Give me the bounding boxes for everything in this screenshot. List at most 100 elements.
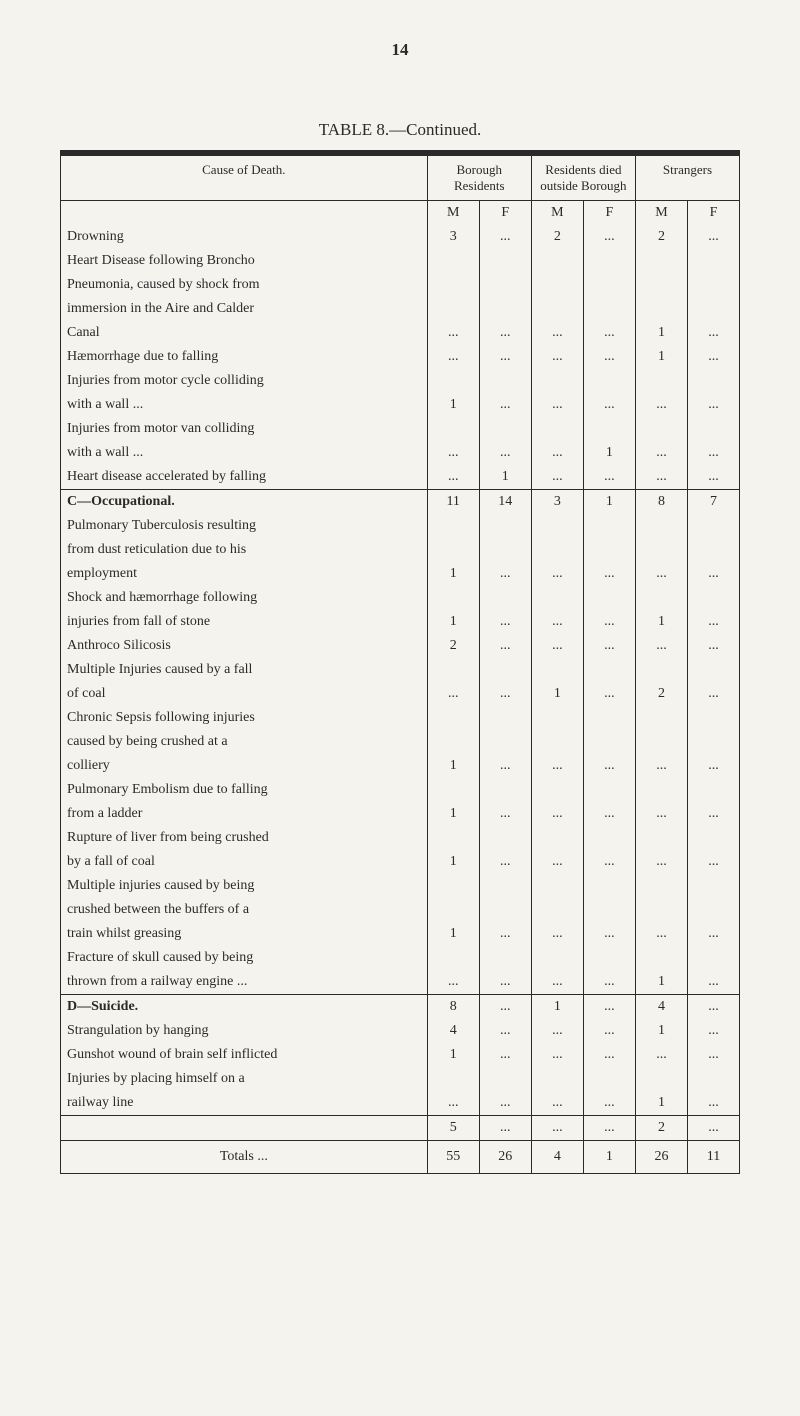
data-cell [531,706,583,730]
data-cell: 11 [688,1141,740,1174]
data-cell [479,514,531,538]
section-d-header: D—Suicide.8...1...4... [61,995,740,1020]
cause-label: Rupture of liver from being crushed [61,826,428,850]
data-cell: 55 [427,1141,479,1174]
data-cell [688,658,740,682]
data-cell: 8 [635,490,687,515]
table-row: by a fall of coal1............... [61,850,740,874]
data-cell: ... [479,995,531,1020]
cause-label: train whilst greasing [61,922,428,946]
table-row: Fracture of skull caused by being [61,946,740,970]
data-cell: 1 [635,345,687,369]
data-cell: ... [688,754,740,778]
data-cell [427,706,479,730]
data-cell [531,297,583,321]
data-cell [688,826,740,850]
cause-label: injuries from fall of stone [61,610,428,634]
data-cell: 8 [427,995,479,1020]
data-cell [479,778,531,802]
cause-label: Gunshot wound of brain self inflicted [61,1043,428,1067]
data-cell: ... [688,1043,740,1067]
data-cell: 1 [427,393,479,417]
data-cell: ... [479,1091,531,1116]
data-cell: 2 [531,225,583,249]
data-cell [427,730,479,754]
table-row: of coal......1...2... [61,682,740,706]
data-cell: ... [583,995,635,1020]
cause-label: with a wall ... [61,441,428,465]
data-cell [427,826,479,850]
data-cell: ... [635,562,687,586]
data-cell: ... [583,562,635,586]
data-cell [583,730,635,754]
data-cell [688,249,740,273]
data-cell: ... [479,345,531,369]
data-cell [479,1067,531,1091]
data-cell: F [479,201,531,226]
cause-label: caused by being crushed at a [61,730,428,754]
data-cell: ... [688,1091,740,1116]
table-row: thrown from a railway engine ...........… [61,970,740,995]
cause-label: employment [61,562,428,586]
data-cell: ... [531,754,583,778]
table-row: from a ladder1............... [61,802,740,826]
data-cell: ... [531,1043,583,1067]
data-cell: 1 [635,1091,687,1116]
data-cell: ... [479,634,531,658]
data-cell: ... [688,465,740,490]
data-cell: ... [583,754,635,778]
data-cell: ... [583,321,635,345]
data-cell: ... [583,465,635,490]
data-cell [688,538,740,562]
data-cell: 3 [531,490,583,515]
cause-label: from a ladder [61,802,428,826]
data-cell: 3 [427,225,479,249]
data-cell: ... [688,970,740,995]
data-cell: ... [479,225,531,249]
data-cell: ... [427,345,479,369]
data-cell: 1 [583,1141,635,1174]
data-cell [427,874,479,898]
data-cell: 2 [635,682,687,706]
data-cell: ... [583,610,635,634]
data-cell [635,898,687,922]
table-row: Anthroco Silicosis2............... [61,634,740,658]
data-cell: ... [583,970,635,995]
data-cell [583,706,635,730]
data-cell: ... [531,345,583,369]
data-cell [531,730,583,754]
header-row: Cause of Death. Borough Residents Reside… [61,155,740,201]
data-cell [427,249,479,273]
cause-label: railway line [61,1091,428,1116]
cause-label: Hæmorrhage due to falling [61,345,428,369]
data-cell: ... [531,393,583,417]
data-cell: 1 [427,754,479,778]
cause-label: Pulmonary Tuberculosis resulting [61,514,428,538]
data-cell [635,538,687,562]
table-row: colliery1............... [61,754,740,778]
data-cell: ... [479,1116,531,1141]
cause-label: Shock and hæmorrhage following [61,586,428,610]
data-cell: 2 [635,1116,687,1141]
data-cell [583,658,635,682]
table-row: with a wall ...1............... [61,393,740,417]
table-row: Chronic Sepsis following injuries [61,706,740,730]
data-cell [688,586,740,610]
table-body: MFMFMFDrowning3...2...2...Heart Disease … [61,201,740,1174]
data-cell: ... [479,1043,531,1067]
data-cell: ... [531,970,583,995]
data-cell [583,826,635,850]
data-cell: ... [427,682,479,706]
cause-label: of coal [61,682,428,706]
data-cell [583,369,635,393]
page-number: 14 [60,40,740,60]
data-cell: ... [531,1091,583,1116]
data-cell [688,778,740,802]
data-cell [427,273,479,297]
data-cell: ... [479,441,531,465]
table-row: Strangulation by hanging4.........1... [61,1019,740,1043]
data-cell [583,586,635,610]
data-cell: 26 [479,1141,531,1174]
data-cell: 1 [635,1019,687,1043]
data-cell [583,898,635,922]
